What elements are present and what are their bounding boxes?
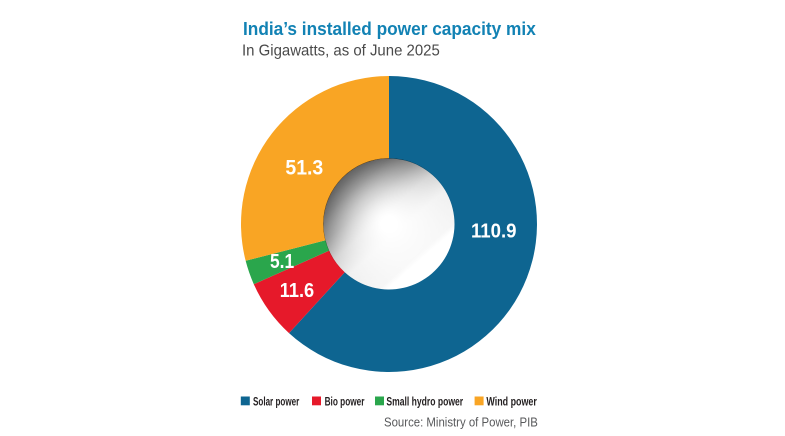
svg-text:India’s installed power capaci: India’s installed power capacity mix [243, 18, 536, 39]
svg-text:51.3: 51.3 [285, 157, 323, 180]
svg-text:110.9: 110.9 [471, 221, 517, 243]
svg-text:11.6: 11.6 [280, 280, 314, 302]
svg-text:Wind power: Wind power [486, 397, 536, 409]
svg-text:Bio power: Bio power [325, 396, 365, 409]
svg-text:5.1: 5.1 [270, 250, 294, 272]
svg-text:In Gigawatts, as of June 2025: In Gigawatts, as of June 2025 [242, 42, 440, 59]
svg-text:Solar power: Solar power [253, 396, 299, 409]
svg-text:Source: Ministry of Power, PIB: Source: Ministry of Power, PIB [384, 415, 538, 430]
svg-text:Small hydro power: Small hydro power [386, 396, 463, 409]
